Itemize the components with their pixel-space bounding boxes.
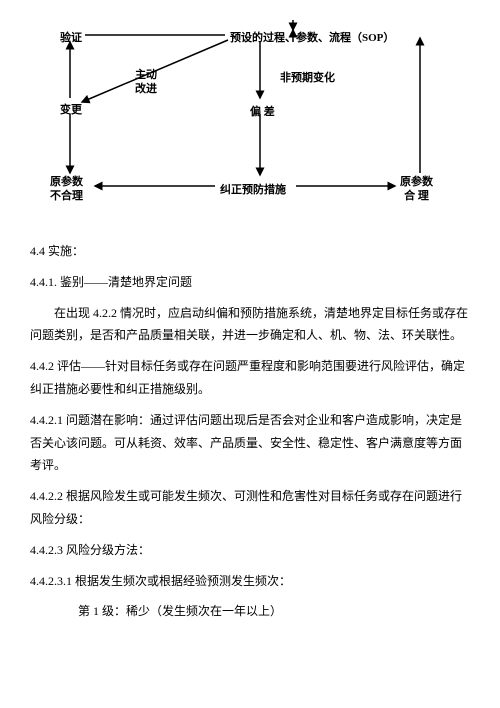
node-param-ok: 原参数合 理 [400, 175, 433, 204]
node-capa: 纠正预防措施 [220, 180, 286, 201]
node-deviation: 偏 差 [250, 102, 275, 123]
heading-4.4.2: 4.4.2 评估——针对目标任务或存在问题严重程度和影响范围要进行风险评估，确定… [30, 355, 470, 401]
node-param-bad: 原参数不合理 [50, 175, 83, 204]
label-improve: 主动改进 [135, 68, 157, 97]
para-level1: 第 1 级：稀少（发生频次在一年以上） [30, 600, 470, 623]
node-change: 变更 [60, 100, 82, 121]
para-4.4.2.2: 4.4.2.2 根据风险发生或可能发生频次、可测性和危害性对目标任务或存在问题进… [30, 485, 470, 531]
capa-flow-diagram: 验证 预设的过程、参数、流程（SOP） 变更 偏 差 主动改进 非预期变化 纠正… [30, 20, 470, 220]
para-4.4.2.1: 4.4.2.1 问题潜在影响：通过评估问题出现后是否会对企业和客户造成影响，决定… [30, 409, 470, 477]
node-verify: 验证 [60, 28, 82, 49]
para-4.4.2.3: 4.4.2.3 风险分级方法： [30, 539, 470, 562]
para-4.4.2.3.1: 4.4.2.3.1 根据发生频次或根据经验预测发生频次： [30, 570, 470, 593]
label-unexpected: 非预期变化 [280, 68, 335, 89]
heading-4.4.1: 4.4.1. 鉴别——清楚地界定问题 [30, 271, 470, 294]
heading-4.4: 4.4 实施： [30, 240, 470, 263]
para-4.4.1-body: 在出现 4.2.2 情况时，应启动纠偏和预防措施系统，清楚地界定目标任务或存在问… [30, 302, 470, 348]
node-sop: 预设的过程、参数、流程（SOP） [230, 28, 394, 49]
